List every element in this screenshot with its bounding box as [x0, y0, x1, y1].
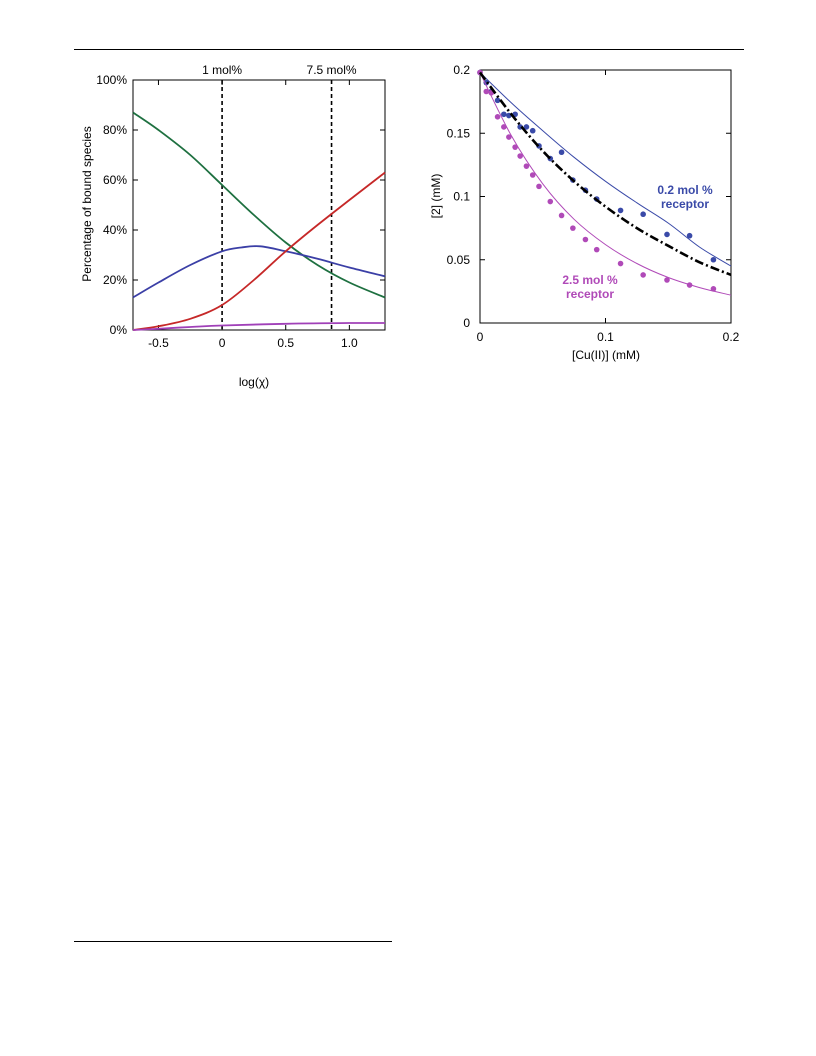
chart2-data-point — [494, 114, 501, 120]
chart2-data-point — [547, 198, 554, 205]
chart2-data-point — [536, 183, 542, 190]
chart2-data-point — [529, 127, 536, 134]
chart1-plot-frame — [132, 79, 386, 331]
chart2-data-point — [710, 256, 717, 263]
chart2-data-point — [494, 97, 501, 104]
chart1-series-line — [132, 245, 386, 299]
chart2-xlabel: [Cu(II)] (mM) — [572, 348, 640, 362]
chart1-xtick-label: 0 — [219, 336, 226, 350]
chart1-marker-label: 7.5 mol% — [307, 63, 357, 77]
chart2-data-point — [523, 124, 530, 130]
chart2-data-point — [512, 144, 518, 150]
chart2-ylabel: [2] (mM) — [429, 174, 443, 219]
footnote-rule — [74, 941, 392, 942]
chart2-series-label: 2.5 mol % receptor — [562, 273, 618, 301]
chart2-ytick-label: 0.05 — [447, 253, 471, 267]
chart1-marker-label: 1 mol% — [202, 63, 242, 77]
chart1-ytick-label: 20% — [103, 273, 127, 287]
chart2-data-point — [640, 211, 646, 218]
chart2-series-label: 0.2 mol % receptor — [657, 183, 713, 211]
chart2-data-point — [558, 149, 565, 156]
chart1-xtick-label: 1.0 — [341, 336, 358, 350]
chart2-data-point — [617, 260, 624, 267]
chart2-data-point — [710, 286, 717, 292]
chart2-data-point — [558, 212, 565, 219]
chart1-ytick-label: 40% — [103, 223, 127, 237]
chart1-series-line — [132, 171, 386, 331]
chart2-xtick-label: 0 — [477, 330, 484, 344]
chart1-ytick-label: 0% — [110, 323, 128, 337]
chart2-data-point — [483, 88, 490, 95]
chart2-data-point — [593, 246, 600, 253]
chart1-ylabel: Percentage of bound species — [80, 126, 94, 281]
chart2-data-point — [506, 134, 512, 140]
chart2-data-point — [582, 236, 589, 243]
chart2-data-point — [664, 231, 670, 238]
chart1-ytick-label: 60% — [103, 173, 127, 187]
chart2-data-point — [686, 232, 693, 239]
chart1-xtick-label: -0.5 — [148, 336, 169, 350]
chart2-fit-line — [479, 72, 732, 267]
chart2-data-point — [523, 163, 530, 169]
chart1-ytick-label: 80% — [103, 123, 127, 137]
chart1-series-line — [132, 111, 386, 299]
chart2-data-point — [664, 277, 670, 283]
chart2-ytick-label: 0.2 — [453, 63, 470, 77]
chart2-data-point — [617, 207, 624, 214]
chart2-ytick-label: 0 — [463, 316, 470, 330]
chart2-data-point — [529, 172, 536, 178]
header-rule — [74, 49, 744, 50]
chart1-xlabel: log(χ) — [239, 375, 269, 389]
chart1-xtick-label: 0.5 — [277, 336, 294, 350]
chart2-data-point — [501, 124, 507, 130]
chart2-data-point — [517, 153, 523, 159]
chart2-ytick-label: 0.15 — [447, 126, 471, 140]
chart1-ytick-label: 100% — [96, 73, 127, 87]
chart2-data-point — [501, 111, 507, 118]
chart2-xtick-label: 0.1 — [597, 330, 614, 344]
chart2-xtick-label: 0.2 — [723, 330, 740, 344]
chart2-data-point — [640, 272, 646, 278]
chart2-data-point — [686, 282, 693, 288]
chart1-series-line — [132, 322, 386, 331]
chart2-data-point — [570, 225, 576, 231]
chart2-ytick-label: 0.1 — [453, 190, 470, 204]
